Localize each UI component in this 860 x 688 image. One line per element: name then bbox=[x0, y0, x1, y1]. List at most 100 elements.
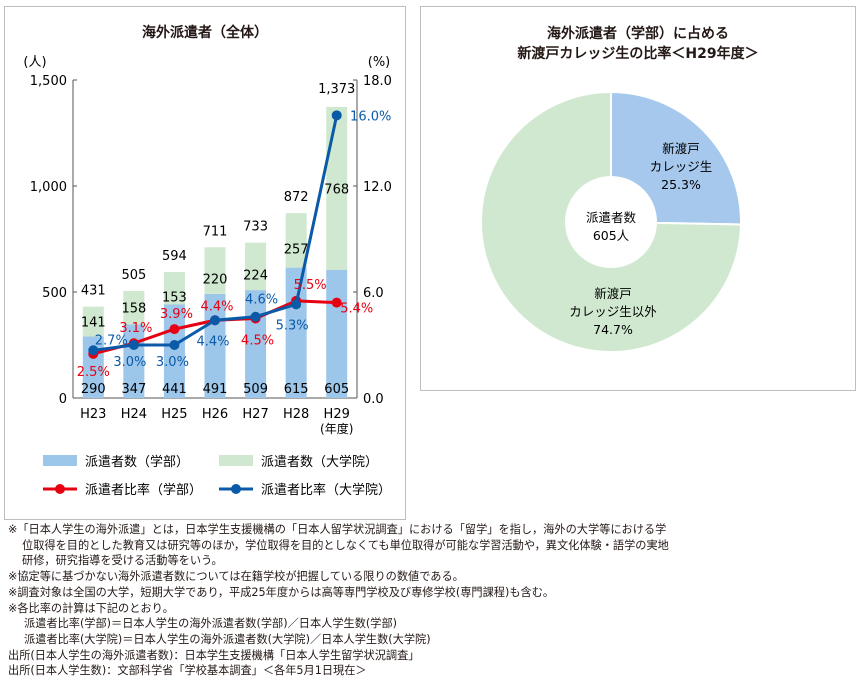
donut-center-label-line1: 派遣者数 bbox=[586, 210, 637, 225]
x-category-label: H24 bbox=[121, 407, 147, 422]
legend-graduate-count-label: 派遣者数（大学院） bbox=[261, 454, 378, 470]
note-definition-cont2: 研修，研究指導を受ける活動等をいう。 bbox=[22, 554, 223, 568]
bar-graduate-value-label: 257 bbox=[284, 242, 309, 257]
legend-undergrad-ratio-marker bbox=[55, 484, 65, 494]
left-tick-label: 1,500 bbox=[30, 74, 67, 89]
bar-total-value-label: 431 bbox=[81, 284, 106, 299]
right-chart-title-line2: 新渡戸カレッジ生の比率＜H29年度＞ bbox=[517, 46, 759, 62]
ratio-graduate-value-label: 4.6% bbox=[245, 293, 278, 308]
note-ratio-calc: ※各比率の計算は下記のとおり。 bbox=[8, 601, 174, 615]
left-tick-label: 0 bbox=[59, 392, 67, 407]
x-category-label: H26 bbox=[202, 407, 228, 422]
slice-nitobe-value: 25.3% bbox=[661, 177, 701, 192]
x-category-label: H28 bbox=[283, 407, 309, 422]
ratio-graduate-marker bbox=[250, 311, 261, 322]
bar-graduate bbox=[204, 247, 226, 294]
ratio-graduate-marker bbox=[88, 345, 99, 356]
ratio-graduate-value-label: 5.3% bbox=[276, 318, 309, 333]
ratio-undergrad-value-label: 5.5% bbox=[294, 278, 327, 293]
ratio-undergrad-value-label: 4.4% bbox=[200, 299, 233, 314]
legend-undergrad-count-swatch bbox=[43, 455, 77, 466]
ratio-graduate-value-label: 3.0% bbox=[113, 355, 146, 370]
note-definition: ※「日本人学生の海外派遣」とは，日本学生支援機構の「日本人留学状況調査」における… bbox=[8, 523, 667, 536]
right-tick-label: 0.0 bbox=[363, 392, 384, 407]
note-definition-cont1: 位取得を目的とした教育又は研究等のほか，学位取得を目的としなくても単位取得が可能… bbox=[22, 538, 669, 552]
right-chart-title-line1: 海外派遣者（学部）に占める bbox=[547, 26, 729, 42]
note-scope: ※調査対象は全国の大学，短期大学であり，平成25年度からは高等専門学校及び専修学… bbox=[8, 585, 555, 599]
right-chart-panel: 海外派遣者（学部）に占める 新渡戸カレッジ生の比率＜H29年度＞ 派遣者数 60… bbox=[420, 6, 856, 391]
x-category-label: H29 bbox=[324, 407, 350, 422]
ratio-undergrad-value-label: 3.9% bbox=[160, 307, 193, 322]
bar-undergrad-value-label: 509 bbox=[243, 382, 268, 397]
legend-graduate-count-swatch bbox=[219, 455, 253, 466]
ratio-graduate-marker bbox=[291, 299, 302, 310]
ratio-graduate-value-label: 3.0% bbox=[156, 355, 189, 370]
ratio-graduate-marker bbox=[169, 340, 180, 350]
ratio-undergrad-value-label: 2.5% bbox=[77, 365, 110, 380]
note-source-students: 出所(日本人学生数)：文部科学省「学校基本調査」＜各年5月1日現在＞ bbox=[8, 664, 367, 678]
bar-total-value-label: 872 bbox=[284, 190, 309, 205]
note-ratio-grad: 派遣者比率(大学院)＝日本人学生の海外派遣者数(大学院)／日本人学生数(大学院) bbox=[24, 632, 431, 646]
footnotes: ※「日本人学生の海外派遣」とは，日本学生支援機構の「日本人留学状況調査」における… bbox=[8, 522, 856, 679]
bar-undergrad bbox=[326, 269, 348, 398]
slice-nitobe-label-line2: カレッジ生 bbox=[650, 159, 713, 174]
right-tick-label: 18.0 bbox=[363, 74, 392, 89]
donut-slice-other bbox=[480, 90, 743, 353]
ratio-graduate-marker bbox=[128, 340, 139, 350]
bar-graduate bbox=[245, 242, 267, 291]
ratio-graduate-marker bbox=[331, 110, 342, 121]
bar-graduate-value-label: 158 bbox=[121, 302, 146, 317]
bar-undergrad-value-label: 615 bbox=[284, 382, 309, 397]
legend-graduate-ratio-marker bbox=[231, 484, 241, 494]
note-agreement: ※協定等に基づかない海外派遣者数については在籍学校が把握している限りの数値である… bbox=[8, 570, 464, 584]
slice-other-value: 74.7% bbox=[593, 322, 633, 337]
legend-undergrad-count-label: 派遣者数（学部） bbox=[85, 454, 189, 470]
bar-undergrad-value-label: 290 bbox=[81, 382, 106, 397]
bar-graduate bbox=[285, 213, 307, 268]
legend-undergrad-ratio-label: 派遣者比率（学部） bbox=[85, 482, 202, 498]
bar-graduate-value-label: 220 bbox=[203, 273, 228, 288]
bar-graduate-value-label: 224 bbox=[243, 268, 268, 283]
x-category-label: H25 bbox=[161, 407, 187, 422]
x-axis-year-note: (年度) bbox=[320, 421, 353, 436]
bar-graduate-value-label: 153 bbox=[162, 290, 187, 305]
right-tick-label: 12.0 bbox=[363, 180, 392, 195]
bar-graduate-value-label: 141 bbox=[81, 316, 106, 331]
ratio-graduate-marker bbox=[210, 315, 220, 326]
left-axis-unit: (人) bbox=[23, 55, 46, 70]
donut-chart: 派遣者数 605人 新渡戸 カレッジ生 25.3% 新渡戸 カレッジ生以外 74… bbox=[480, 90, 743, 353]
ratio-graduate-value-label: 2.7% bbox=[95, 333, 128, 348]
left-chart-panel: 海外派遣者（全体） (人) (%) 0 500 1,000 1,500 0.0 6.0 12… bbox=[4, 6, 406, 520]
donut-slice-nitobe bbox=[610, 90, 742, 226]
bar-total-value-label: 505 bbox=[121, 268, 146, 283]
slice-nitobe-label-line1: 新渡戸 bbox=[662, 141, 700, 156]
right-axis-unit: (%) bbox=[368, 55, 391, 70]
note-ratio-undergrad: 派遣者比率(学部)＝日本人学生の海外派遣者数(学部)／日本人学生数(学部) bbox=[24, 617, 398, 631]
bar-total-value-label: 594 bbox=[162, 249, 187, 264]
slice-other-label-line2: カレッジ生以外 bbox=[569, 304, 657, 319]
ratio-graduate-value-label: 4.4% bbox=[196, 334, 229, 349]
note-source-dispatch: 出所(日本人学生の海外派遣者数)：日本学生支援機構「日本人学生留学状況調査」 bbox=[8, 648, 420, 662]
donut-center-label-line2: 605人 bbox=[593, 228, 630, 243]
right-tick-label: 6.0 bbox=[363, 286, 384, 301]
bar-graduate-value-label: 768 bbox=[324, 182, 349, 197]
ratio-graduate-value-label: 16.0% bbox=[350, 109, 391, 124]
bar-total-value-label: 733 bbox=[243, 220, 268, 235]
left-tick-label: 500 bbox=[42, 286, 67, 301]
x-category-label: H23 bbox=[80, 407, 106, 422]
slice-other-label-line1: 新渡戸 bbox=[594, 286, 632, 301]
bar-total-value-label: 711 bbox=[203, 224, 228, 239]
ratio-undergrad-value-label: 4.5% bbox=[241, 334, 274, 349]
ratio-undergrad-value-label: 3.1% bbox=[119, 321, 152, 336]
bar-graduate bbox=[123, 290, 145, 325]
left-chart-title: 海外派遣者（全体） bbox=[142, 25, 268, 41]
legend-graduate-ratio-label: 派遣者比率（大学院） bbox=[261, 482, 391, 498]
ratio-undergrad-marker bbox=[331, 297, 342, 308]
bar-graduate bbox=[163, 272, 185, 305]
left-tick-label: 1,000 bbox=[30, 180, 67, 195]
bar-graduate bbox=[82, 306, 104, 337]
bar-undergrad-value-label: 441 bbox=[162, 382, 187, 397]
bar-undergrad-value-label: 347 bbox=[121, 382, 146, 397]
ratio-undergrad-value-label: 5.4% bbox=[340, 302, 373, 317]
ratio-undergrad-marker bbox=[169, 324, 180, 335]
